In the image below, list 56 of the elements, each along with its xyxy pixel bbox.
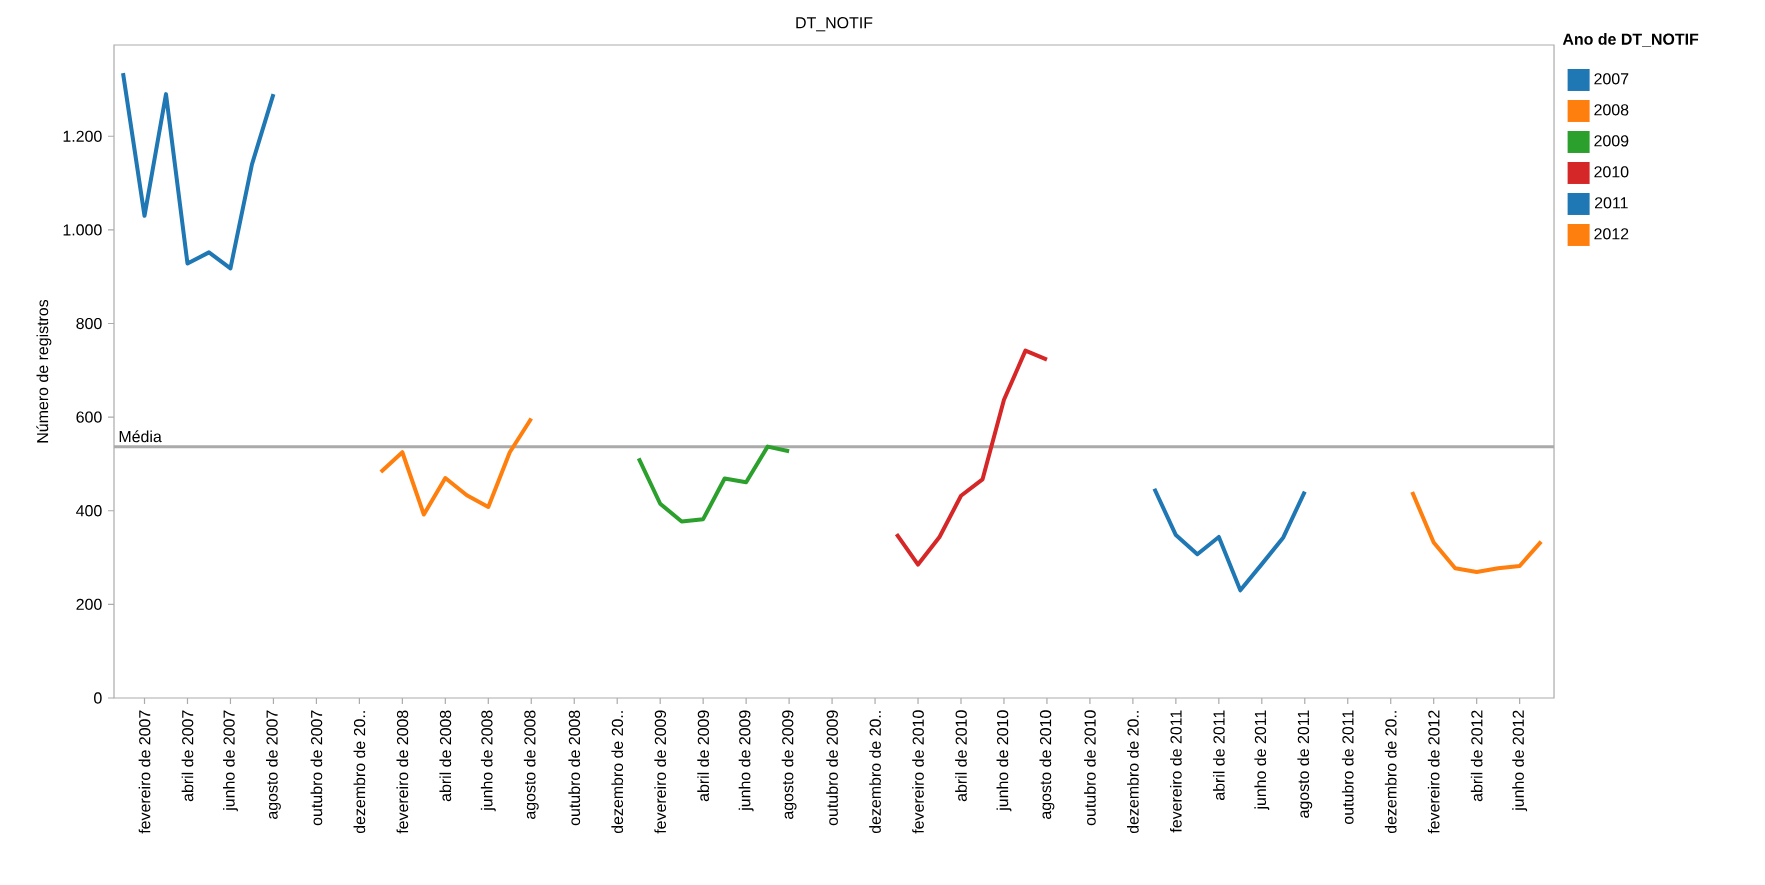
x-tick-label: fevereiro de 2008 [396, 710, 409, 834]
x-tick-label: dezembro de 20.. [1127, 711, 1139, 834]
x-tick-label: junho de 2008 [480, 710, 496, 812]
x-tick-label: junho de 2009 [738, 710, 754, 812]
legend-title: Ano de DT_NOTIF [1562, 33, 1699, 47]
x-tick-label: abril de 2011 [1212, 710, 1225, 801]
x-tick-label: outubro de 2007 [310, 710, 323, 826]
x-tick-label: outubro de 2010 [1084, 710, 1096, 826]
x-tick-label: outubro de 2008 [568, 710, 581, 826]
x-tick-label: junho de 2010 [996, 710, 1012, 812]
y-tick-label: 200 [76, 598, 102, 611]
ref-line-label: Média [119, 430, 162, 443]
x-tick-label: abril de 2010 [955, 710, 967, 802]
line-series [636, 444, 792, 524]
x-tick-label: abril de 2008 [439, 710, 452, 802]
line-series [121, 71, 276, 271]
x-tick-label: dezembro de 20.. [1384, 711, 1397, 834]
line-series [1410, 490, 1544, 575]
x-tick-label: agosto de 2010 [1039, 710, 1055, 819]
x-tick-label: fevereiro de 2009 [654, 710, 667, 834]
legend-label: 2012 [1594, 228, 1629, 240]
y-tick-label: 400 [76, 505, 102, 517]
line-series [378, 416, 534, 517]
x-tick-label: junho de 2007 [223, 710, 238, 812]
x-tick-label: abril de 2007 [181, 710, 194, 802]
x-tick-label: junho de 2012 [1512, 710, 1528, 812]
x-tick-label: junho de 2011 [1254, 710, 1270, 810]
x-tick-label: dezembro de 20.. [611, 711, 624, 834]
x-tick-label: agosto de 2011 [1297, 710, 1313, 818]
y-tick-label: 800 [76, 317, 102, 330]
legend-label: 2011 [1594, 197, 1628, 209]
x-tick-label: dezembro de 20.. [353, 711, 366, 834]
x-tick-label: fevereiro de 2012 [1427, 710, 1440, 834]
y-tick-label: 1.200 [63, 130, 102, 142]
line-series [894, 348, 1049, 567]
x-tick-label: agosto de 2008 [523, 710, 539, 819]
y-tick-label: 1.000 [63, 224, 102, 236]
legend-label: 2009 [1594, 135, 1629, 147]
x-tick-label: outubro de 2009 [826, 710, 838, 826]
x-tick-label: fevereiro de 2007 [138, 710, 151, 834]
x-tick-label: agosto de 2007 [265, 710, 281, 819]
legend-label: 2008 [1594, 104, 1629, 116]
x-tick-label: abril de 2012 [1470, 710, 1483, 802]
line-series [1152, 486, 1307, 593]
x-tick-label: fevereiro de 2011 [1170, 710, 1182, 833]
x-tick-label: fevereiro de 2010 [912, 710, 924, 834]
legend-label: 2010 [1594, 166, 1629, 178]
x-tick-label: agosto de 2009 [781, 710, 797, 819]
chart-title: DT_NOTIF [796, 17, 873, 32]
x-tick-label: dezembro de 20.. [869, 711, 881, 834]
x-tick-label: outubro de 2011 [1341, 710, 1354, 824]
y-tick-label: 600 [76, 411, 102, 423]
y-axis-title: Número de registros [36, 299, 52, 443]
y-tick-label: 0 [94, 692, 102, 704]
legend-label: 2007 [1594, 73, 1629, 85]
x-tick-label: abril de 2009 [697, 710, 710, 802]
